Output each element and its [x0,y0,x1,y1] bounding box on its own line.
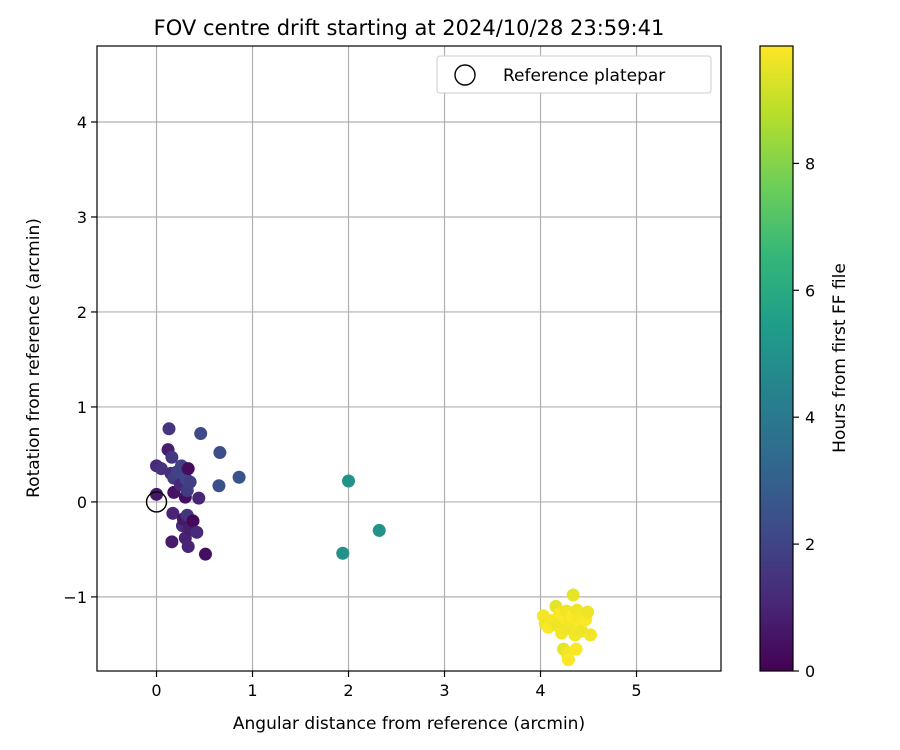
y-tick-label: −1 [63,588,87,607]
data-point [165,450,179,464]
data-point [583,628,597,642]
data-point [165,535,179,549]
y-tick-label: 0 [77,493,87,512]
data-point [336,546,350,560]
chart-title: FOV centre drift starting at 2024/10/28 … [154,16,665,40]
x-tick-label: 5 [631,681,641,700]
legend-label: Reference platepar [503,66,665,86]
data-point [342,474,356,488]
y-tick-label: 1 [77,398,87,417]
legend: Reference platepar [436,55,712,94]
legend-open-circle-icon [454,64,476,86]
reference-platepar-marker [145,491,168,513]
data-point [581,605,595,619]
data-point [181,540,195,554]
data-point [181,462,195,476]
data-point [566,588,580,602]
plot-frame [96,45,722,672]
colorbar-gradient [759,45,794,672]
x-axis-label: Angular distance from reference (arcmin) [233,714,585,734]
plot-area [97,46,721,671]
data-point [183,475,197,489]
colorbar-ticks: 0 2 4 6 8 [793,154,815,681]
colorbar-label: Hours from first FF file [830,263,850,453]
legend-box [436,55,712,94]
data-point [150,487,164,501]
x-tick-label: 1 [247,681,257,700]
y-axis-ticks: −1 0 1 2 3 4 [63,113,97,607]
x-tick-label: 0 [151,681,161,700]
x-tick-label: 2 [343,681,353,700]
x-tick-label: 4 [535,681,545,700]
data-point [212,479,226,493]
grid [97,46,721,671]
data-point [186,514,200,528]
colorbar: 0 2 4 6 8 Hours from first FF file [759,45,850,681]
y-tick-label: 2 [77,303,87,322]
colorbar-tick-label: 2 [805,535,815,554]
data-point [154,462,168,476]
data-point [192,491,206,505]
data-point [561,653,575,667]
data-point [162,422,176,436]
data-point [213,446,227,460]
data-point [198,547,212,561]
y-tick-label: 3 [77,208,87,227]
x-axis-ticks: 0 1 2 3 4 5 [151,671,642,700]
data-point [190,525,204,539]
x-tick-label: 3 [439,681,449,700]
data-point [372,523,386,537]
colorbar-tick-label: 4 [805,408,815,427]
y-axis-label: Rotation from reference (arcmin) [24,218,44,498]
data-points [150,422,597,667]
data-point [166,506,180,520]
data-point [569,642,583,656]
data-point [232,470,246,484]
data-point [194,427,208,441]
y-tick-label: 4 [77,113,87,132]
colorbar-tick-label: 6 [805,281,815,300]
colorbar-tick-label: 0 [805,662,815,681]
colorbar-tick-label: 8 [805,154,815,173]
